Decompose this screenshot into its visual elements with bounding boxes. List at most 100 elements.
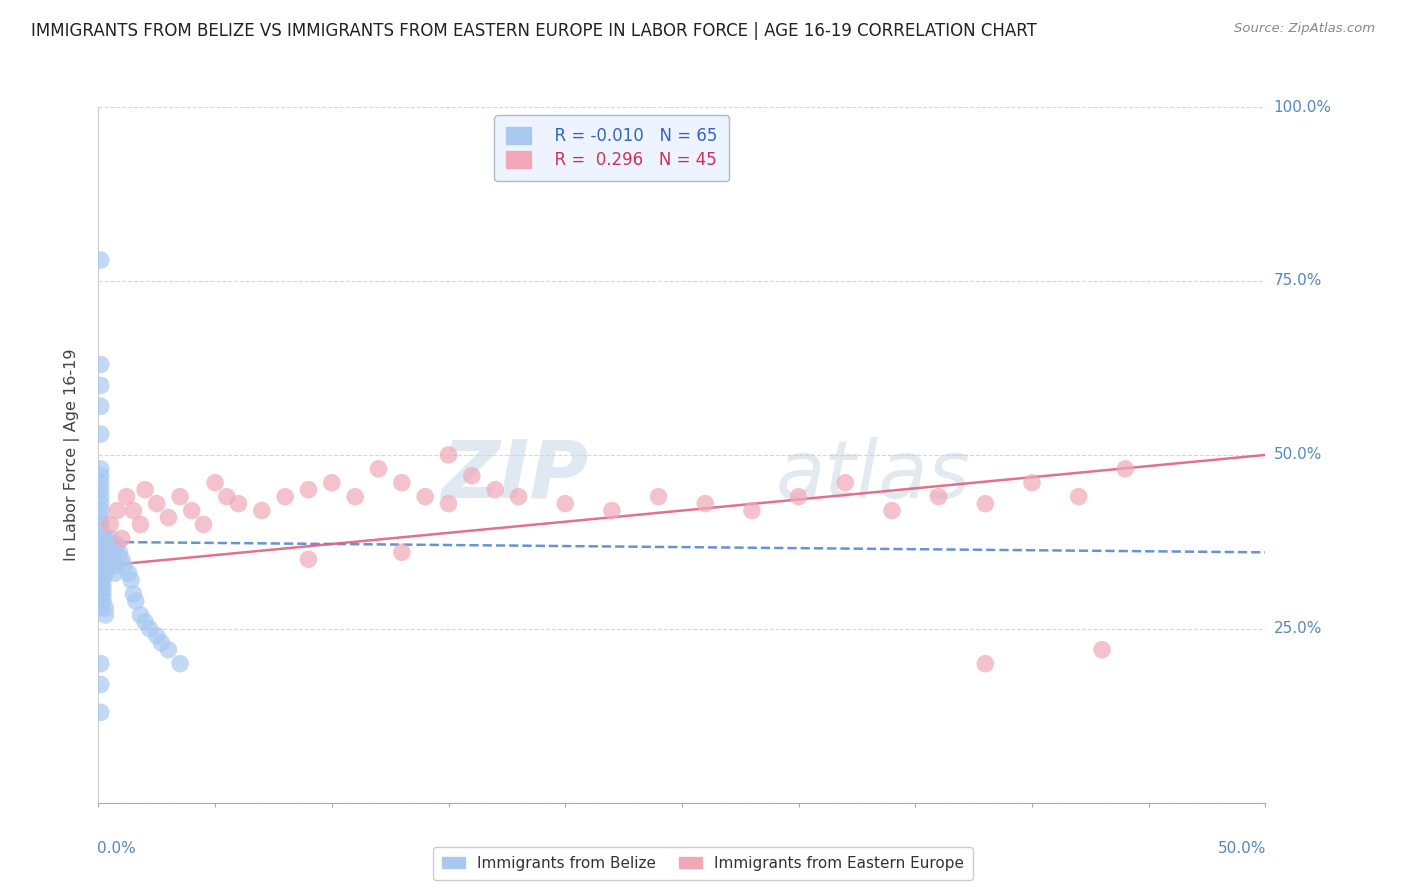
Point	[108, 545, 131, 559]
Point	[413, 490, 436, 504]
Point	[391, 545, 413, 559]
Point	[157, 510, 180, 524]
Point	[204, 475, 226, 490]
Point	[169, 490, 191, 504]
Point	[461, 468, 484, 483]
Point	[90, 358, 112, 372]
Point	[228, 497, 250, 511]
Point	[1021, 475, 1043, 490]
Point	[90, 497, 112, 511]
Point	[90, 490, 112, 504]
Point	[437, 497, 460, 511]
Point	[146, 497, 169, 511]
Point	[98, 552, 121, 566]
Point	[91, 532, 114, 546]
Point	[111, 552, 134, 566]
Point	[94, 532, 117, 546]
Point	[90, 552, 112, 566]
Point	[98, 545, 121, 559]
Text: Source: ZipAtlas.com: Source: ZipAtlas.com	[1234, 22, 1375, 36]
Point	[741, 503, 763, 517]
Point	[90, 545, 112, 559]
Point	[101, 552, 124, 566]
Point	[94, 559, 117, 574]
Point	[834, 475, 856, 490]
Point	[90, 524, 112, 539]
Point	[1091, 642, 1114, 657]
Point	[104, 566, 127, 581]
Point	[90, 510, 112, 524]
Point	[111, 532, 134, 546]
Point	[215, 490, 238, 504]
Point	[118, 566, 141, 581]
Point	[437, 448, 460, 462]
Legend:   R = -0.010   N = 65,   R =  0.296   N = 45: R = -0.010 N = 65, R = 0.296 N = 45	[495, 115, 730, 181]
Point	[91, 538, 114, 552]
Legend: Immigrants from Belize, Immigrants from Eastern Europe: Immigrants from Belize, Immigrants from …	[433, 847, 973, 880]
Point	[180, 503, 202, 517]
Text: 50.0%: 50.0%	[1218, 841, 1267, 856]
Point	[974, 497, 997, 511]
Point	[94, 552, 117, 566]
Point	[90, 601, 112, 615]
Text: atlas: atlas	[775, 437, 970, 515]
Point	[98, 538, 121, 552]
Point	[554, 497, 576, 511]
Point	[90, 427, 112, 442]
Point	[91, 559, 114, 574]
Point	[391, 475, 413, 490]
Point	[94, 545, 117, 559]
Point	[122, 587, 145, 601]
Text: 25.0%: 25.0%	[1274, 622, 1322, 636]
Point	[695, 497, 717, 511]
Point	[146, 629, 169, 643]
Point	[94, 538, 117, 552]
Point	[90, 378, 112, 392]
Text: 50.0%: 50.0%	[1274, 448, 1322, 462]
Point	[90, 573, 112, 587]
Point	[120, 573, 142, 587]
Point	[90, 503, 112, 517]
Point	[367, 462, 389, 476]
Point	[250, 503, 273, 517]
Point	[94, 607, 117, 622]
Point	[90, 594, 112, 608]
Point	[105, 503, 128, 517]
Point	[91, 580, 114, 594]
Point	[90, 677, 112, 691]
Point	[484, 483, 506, 497]
Point	[880, 503, 903, 517]
Point	[90, 475, 112, 490]
Point	[1067, 490, 1090, 504]
Point	[97, 545, 120, 559]
Text: 75.0%: 75.0%	[1274, 274, 1322, 288]
Point	[90, 538, 112, 552]
Text: IMMIGRANTS FROM BELIZE VS IMMIGRANTS FROM EASTERN EUROPE IN LABOR FORCE | AGE 16: IMMIGRANTS FROM BELIZE VS IMMIGRANTS FRO…	[31, 22, 1036, 40]
Point	[193, 517, 215, 532]
Point	[91, 552, 114, 566]
Point	[169, 657, 191, 671]
Point	[90, 532, 112, 546]
Point	[90, 706, 112, 720]
Point	[105, 538, 128, 552]
Point	[297, 483, 319, 497]
Text: 0.0%: 0.0%	[97, 841, 136, 856]
Point	[112, 559, 135, 574]
Point	[508, 490, 530, 504]
Text: ZIP: ZIP	[441, 437, 589, 515]
Point	[90, 657, 112, 671]
Point	[90, 399, 112, 413]
Point	[1114, 462, 1136, 476]
Point	[90, 587, 112, 601]
Point	[134, 615, 156, 629]
Point	[91, 594, 114, 608]
Text: 100.0%: 100.0%	[1274, 100, 1331, 114]
Point	[928, 490, 950, 504]
Point	[274, 490, 297, 504]
Point	[97, 538, 120, 552]
Point	[150, 636, 173, 650]
Point	[297, 552, 319, 566]
Point	[139, 622, 162, 636]
Point	[94, 601, 117, 615]
Point	[974, 657, 997, 671]
